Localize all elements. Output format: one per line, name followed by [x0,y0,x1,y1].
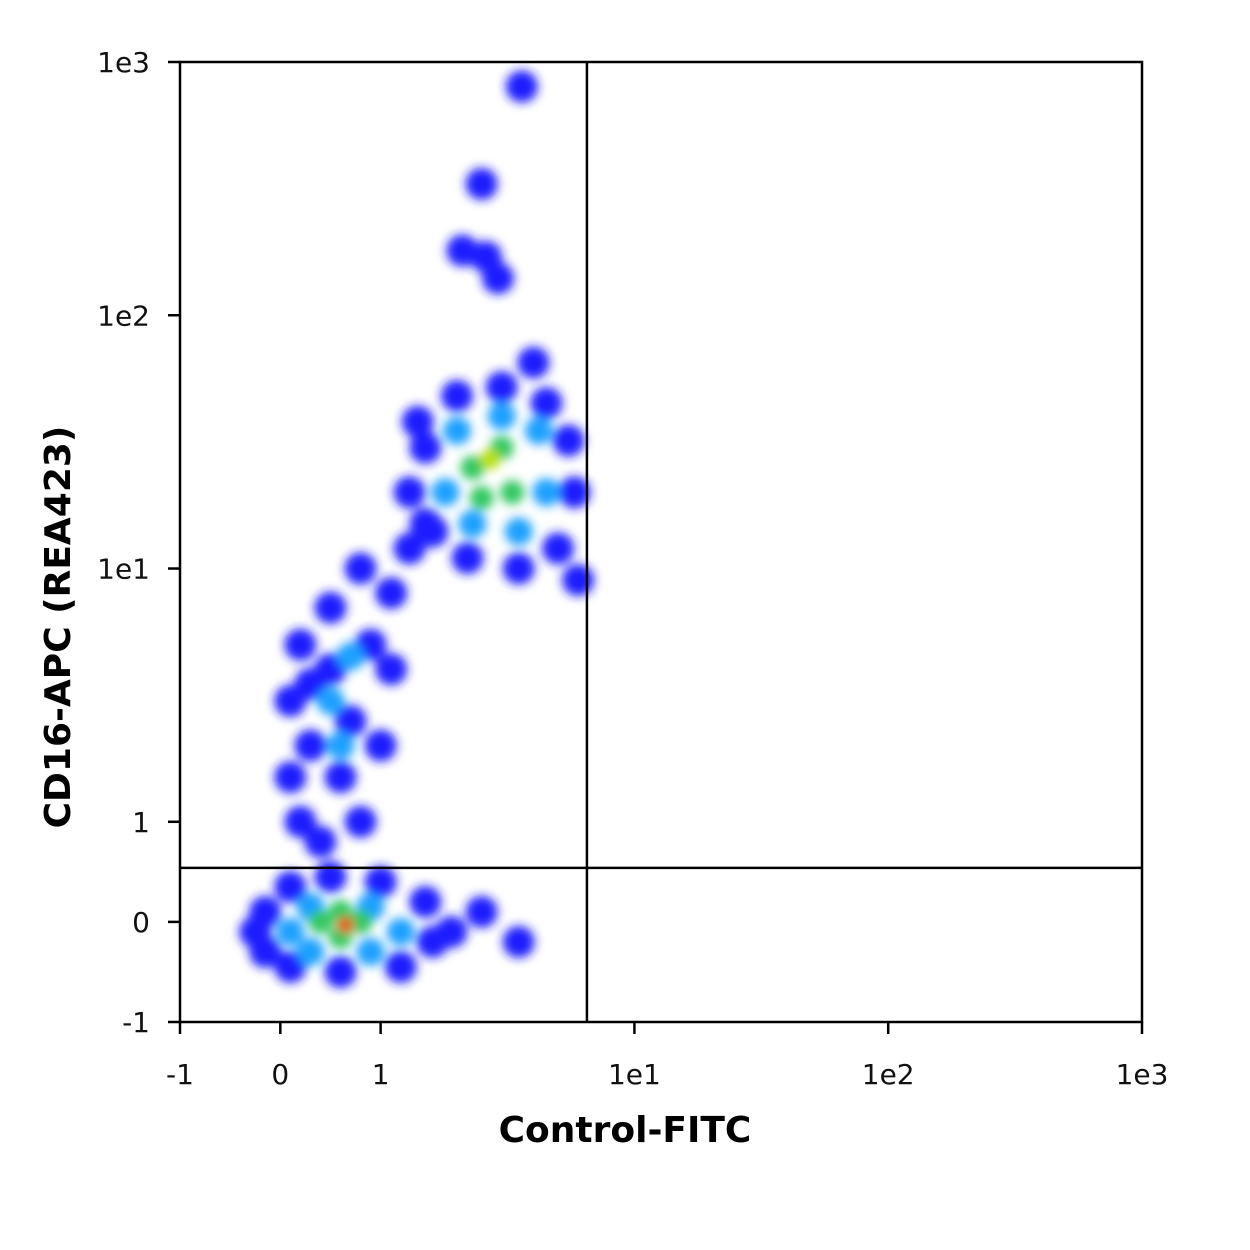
event-point [314,591,347,624]
event-point [532,478,561,507]
event-point [500,480,525,505]
event-point [393,476,426,509]
y-tick-label: 1 [132,806,150,839]
event-point [505,70,538,103]
event-point [337,916,354,933]
event-point [356,937,385,966]
event-point [308,909,333,934]
event-point [296,937,325,966]
event-point [314,860,347,893]
event-point [409,885,442,918]
event-point [530,387,563,420]
event-point [375,577,408,610]
event-point [344,805,377,838]
event-point [324,955,357,988]
event-point [344,552,377,585]
event-point [504,517,533,546]
y-tick-label: -1 [122,1006,150,1039]
event-point [451,542,484,575]
event-point [393,532,426,565]
event-point [542,532,575,565]
event-point [284,628,317,661]
x-axis-title: Control-FITC [499,1110,752,1151]
event-point [364,729,397,762]
event-point [274,761,307,794]
x-tick-label: 0 [271,1058,289,1091]
event-point [502,925,535,958]
event-point [465,167,498,200]
y-tick-label: 0 [132,906,150,939]
event-point [558,476,591,509]
event-point [441,379,474,412]
x-tick-label: -1 [166,1058,194,1091]
event-point [552,424,585,457]
plot-frame [178,60,1144,1024]
x-tick-label: 1 [372,1058,390,1091]
event-point [487,402,516,431]
event-point [316,686,345,715]
event-point [336,642,365,671]
event-point [348,909,373,934]
event-point [326,731,355,760]
event-point [409,431,442,464]
event-point [485,371,518,404]
x-tick-label: 1e1 [608,1058,661,1091]
event-point [460,455,485,480]
event-point [304,825,337,858]
event-point [386,917,415,946]
density-cloud [239,70,595,988]
event-point [524,416,553,445]
x-tick-label: 1e3 [1116,1058,1169,1091]
event-point [294,667,327,700]
event-point [562,564,595,597]
event-point [469,485,494,510]
event-point [239,915,272,948]
event-point [334,705,367,738]
event-point [517,346,550,379]
event-point [443,416,472,445]
y-axis-title: CD16-APC (REA423) [38,426,79,829]
event-point [375,653,408,686]
event-point [480,449,501,470]
y-tick-label: 1e3 [97,46,150,79]
event-point [435,915,468,948]
event-point [384,950,417,983]
event-point [276,917,305,946]
event-point [324,761,357,794]
event-point [502,552,535,585]
event-point [481,262,514,295]
event-point [458,509,487,538]
event-point [274,870,307,903]
event-point [284,805,317,838]
event-point [416,515,449,548]
event-point [465,895,498,928]
event-point [364,865,397,898]
y-tick-label: 1e2 [97,299,150,332]
event-point [294,729,327,762]
event-point [431,478,460,507]
x-tick-label: 1e2 [862,1058,915,1091]
event-point [401,405,434,438]
y-tick-label: 1e1 [97,553,150,586]
